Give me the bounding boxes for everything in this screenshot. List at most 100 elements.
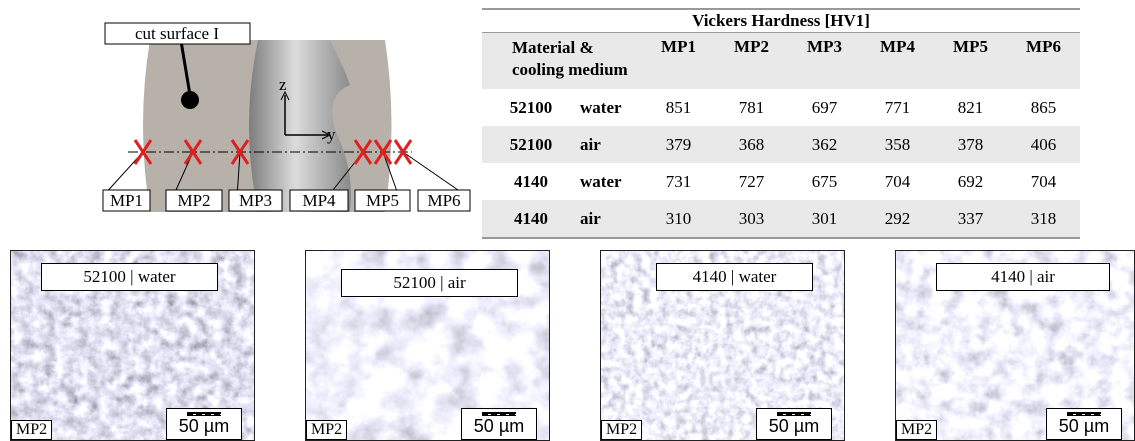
- cell: 727: [738, 171, 765, 191]
- cell: air: [566, 126, 642, 163]
- scale-text: 50 µm: [768, 416, 820, 436]
- micrograph-label: 4140 | water: [656, 263, 813, 291]
- cell: water: [580, 97, 622, 117]
- cell: 337: [934, 200, 1007, 239]
- title-row: Vickers Hardness [HV1]: [482, 8, 1080, 33]
- cell: 52100: [482, 126, 566, 163]
- header-cell: MP1: [642, 32, 715, 89]
- scale-graphic: [187, 412, 221, 416]
- scale-bar: 50 µm: [461, 408, 537, 440]
- scale-text: 50 µm: [178, 416, 230, 436]
- point-label: MP1: [110, 191, 143, 210]
- header-cell: MP3: [788, 32, 861, 89]
- point-box: [289, 189, 349, 212]
- bore: [249, 40, 351, 212]
- cell: 368: [715, 126, 788, 163]
- point-box: [165, 189, 223, 212]
- cell: 781: [738, 97, 765, 117]
- point-box: [228, 189, 283, 212]
- scale-graphic: [777, 412, 811, 416]
- cell: 303: [715, 200, 788, 239]
- point-label: MP5: [366, 191, 399, 210]
- point-cross: [353, 139, 373, 165]
- cell: 865: [1030, 97, 1057, 117]
- point-box: [417, 189, 471, 212]
- scale-text: 50 µm: [1058, 416, 1110, 436]
- cell: 310: [642, 200, 715, 239]
- data-row: 4140 air 310 303 301 292 337 318: [482, 200, 1080, 239]
- point-tag: MP2: [601, 420, 643, 440]
- point-cross: [133, 139, 153, 165]
- point-tag: MP2: [896, 420, 938, 440]
- cell: 362: [788, 126, 861, 163]
- point-cross: [373, 139, 393, 165]
- callout-line: [178, 34, 192, 96]
- cell: 379: [642, 126, 715, 163]
- cell: 4140: [514, 171, 548, 191]
- leader-line: [237, 151, 241, 191]
- point-tag: MP2: [306, 420, 348, 440]
- scale-graphic: [482, 412, 516, 416]
- micrograph-label: 52100 | air: [341, 269, 518, 297]
- point-tag: MP2: [11, 420, 53, 440]
- data-row: 52100 water 851 781 697 771 821 865: [482, 89, 1080, 126]
- table-title: Vickers Hardness [HV1]: [482, 8, 1080, 33]
- point-cross: [183, 139, 203, 165]
- header-cell: MP6: [1007, 32, 1080, 89]
- z-arrow: [280, 90, 290, 101]
- micrograph: 52100 | air MP2 50 µm: [305, 250, 550, 441]
- cell: 692: [957, 171, 984, 191]
- cell: 821: [957, 97, 984, 117]
- z-label: z: [279, 75, 287, 94]
- cell: 771: [884, 97, 911, 117]
- point-label: MP6: [427, 191, 460, 210]
- cell: 318: [1007, 200, 1080, 239]
- cell: 851: [665, 97, 692, 117]
- cell: air: [566, 200, 642, 239]
- header-cell: MP5: [934, 32, 1007, 89]
- micrograph: 52100 | water MP2 50 µm: [10, 250, 255, 441]
- cell: 697: [811, 97, 838, 117]
- header-cell: Material & cooling medium: [482, 32, 642, 89]
- header-row: Material & cooling medium MP1 MP2 MP3 MP4 MP5…: [482, 32, 1080, 89]
- data-row: 52100 air 379 368 362 358 378 406: [482, 126, 1080, 163]
- y-arrow: [321, 130, 332, 140]
- scale-bar: 50 µm: [166, 408, 242, 440]
- callout-dot: [181, 91, 199, 109]
- micrograph-label: 4140 | air: [936, 263, 1110, 291]
- point-label: MP4: [302, 191, 336, 210]
- header-cell: MP4: [861, 32, 934, 89]
- point-label: MP2: [177, 191, 210, 210]
- cell: 675: [811, 171, 838, 191]
- scale-graphic: [1067, 412, 1101, 416]
- cell: 4140: [482, 200, 566, 239]
- cell: 358: [861, 126, 934, 163]
- cell: 292: [861, 200, 934, 239]
- scale-text: 50 µm: [473, 416, 525, 436]
- cell: 301: [788, 200, 861, 239]
- point-cross: [230, 139, 250, 165]
- cell: 704: [884, 171, 911, 191]
- scale-bar: 50 µm: [756, 408, 832, 440]
- micrograph: 4140 | air MP2 50 µm: [895, 250, 1135, 441]
- point-box: [354, 189, 411, 212]
- cell: water: [580, 171, 622, 191]
- micrograph: 4140 | water MP2 50 µm: [600, 250, 845, 441]
- data-row: 4140 water 731 727 675 704 692 704: [482, 163, 1080, 200]
- point-label: MP3: [239, 191, 272, 210]
- callout-box: [104, 22, 251, 45]
- leader-line: [402, 151, 459, 191]
- cell: 378: [934, 126, 1007, 163]
- header-cell: MP2: [715, 32, 788, 89]
- cell: 52100: [509, 97, 553, 117]
- cut-diagram: cut surface I z y MP1 MP2 MP3 MP4 MP5 MP6: [102, 22, 471, 212]
- micrograph-label: 52100 | water: [41, 263, 218, 291]
- point-box: [102, 189, 151, 212]
- hardness-table: Vickers Hardness [HV1] Material & cooling…: [482, 8, 1080, 239]
- scale-bar: 50 µm: [1046, 408, 1122, 440]
- y-label: y: [327, 125, 336, 144]
- cell: 731: [665, 171, 692, 191]
- cell: 406: [1007, 126, 1080, 163]
- callout-text: cut surface I: [135, 24, 219, 43]
